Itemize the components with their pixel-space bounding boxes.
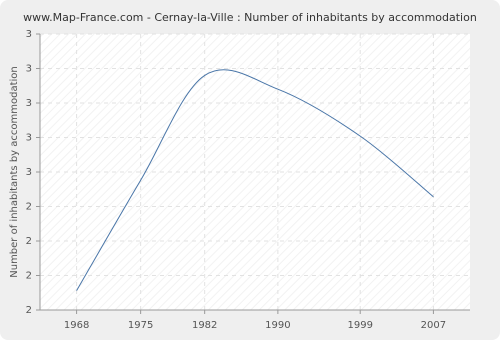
y-tick-label: 3 (26, 29, 32, 40)
x-tick-label: 1968 (64, 320, 89, 331)
y-tick-label: 3 (26, 167, 32, 178)
y-tick-label: 2 (26, 305, 32, 316)
y-tick-label: 3 (26, 133, 32, 144)
data-line (76, 69, 434, 291)
x-tick-label: 1975 (128, 320, 153, 331)
y-tick-label: 3 (26, 98, 32, 109)
y-axis-label: Number of inhabitants by accommodation (9, 66, 20, 278)
x-tick-label: 1990 (265, 320, 290, 331)
y-tick-label: 2 (26, 236, 32, 247)
y-tick-label: 3 (26, 64, 32, 75)
y-tick-label: 2 (26, 271, 32, 282)
x-tick-label: 1982 (192, 320, 217, 331)
y-tick-label: 2 (26, 202, 32, 213)
x-tick-label: 2007 (421, 320, 446, 331)
x-tick-label: 1999 (347, 320, 372, 331)
plot-area (40, 34, 470, 310)
chart-title: www.Map-France.com - Cernay-la-Ville : N… (23, 11, 477, 24)
